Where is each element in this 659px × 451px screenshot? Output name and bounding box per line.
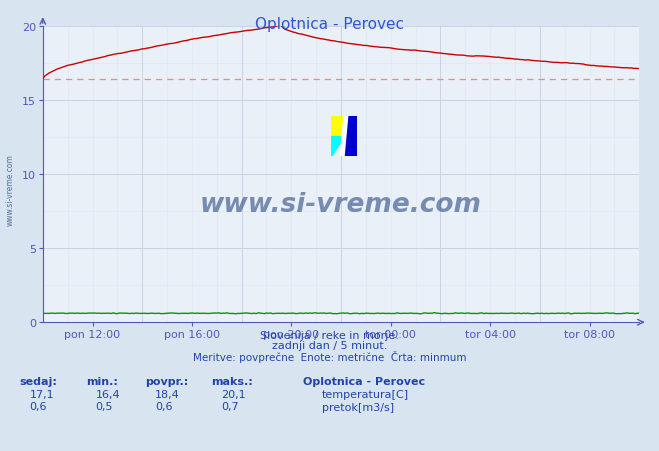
Text: 0,6: 0,6 [155, 401, 173, 411]
Text: 0,7: 0,7 [221, 401, 239, 411]
Text: Slovenija / reke in morje.: Slovenija / reke in morje. [260, 330, 399, 340]
Text: maks.:: maks.: [211, 377, 252, 387]
Polygon shape [331, 137, 344, 157]
Text: zadnji dan / 5 minut.: zadnji dan / 5 minut. [272, 340, 387, 350]
Text: 18,4: 18,4 [155, 389, 180, 399]
Text: sedaj:: sedaj: [20, 377, 57, 387]
Text: 0,6: 0,6 [30, 401, 47, 411]
Text: povpr.:: povpr.: [145, 377, 188, 387]
Text: temperatura[C]: temperatura[C] [322, 389, 409, 399]
Text: pretok[m3/s]: pretok[m3/s] [322, 402, 393, 412]
Text: min.:: min.: [86, 377, 117, 387]
Text: 0,5: 0,5 [96, 401, 113, 411]
Text: Oplotnica - Perovec: Oplotnica - Perovec [255, 17, 404, 32]
Polygon shape [340, 116, 348, 157]
Text: 20,1: 20,1 [221, 389, 245, 399]
Text: Meritve: povprečne  Enote: metrične  Črta: minmum: Meritve: povprečne Enote: metrične Črta:… [192, 350, 467, 362]
Bar [331, 116, 344, 137]
Text: www.si-vreme.com: www.si-vreme.com [5, 153, 14, 226]
Text: 17,1: 17,1 [30, 389, 54, 399]
Text: 16,4: 16,4 [96, 389, 120, 399]
Polygon shape [331, 116, 344, 137]
Text: Oplotnica - Perovec: Oplotnica - Perovec [303, 377, 425, 387]
Text: www.si-vreme.com: www.si-vreme.com [200, 191, 482, 217]
Polygon shape [331, 116, 344, 137]
Bar [344, 116, 357, 157]
